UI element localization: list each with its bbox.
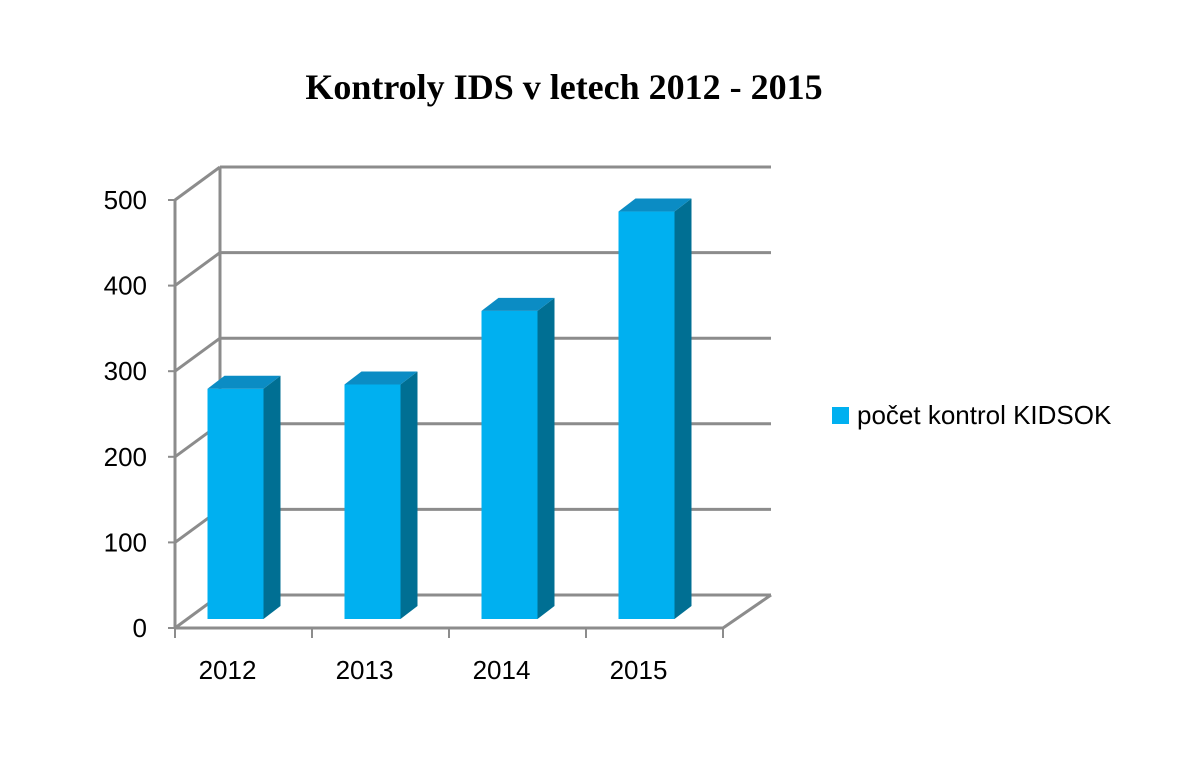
bars [207, 198, 692, 619]
bar-front [207, 388, 264, 619]
y-tick-label: 200 [104, 442, 147, 472]
x-tick-label: 2013 [336, 655, 394, 685]
y-tick-label: 500 [104, 185, 147, 215]
bar-side [674, 198, 692, 619]
bar-2014 [481, 297, 555, 619]
bar-top [618, 198, 692, 212]
x-tick-label: 2012 [199, 655, 257, 685]
bar-top [481, 297, 555, 311]
bar-side [400, 371, 418, 619]
bar-front [481, 310, 538, 619]
bar-top [207, 375, 281, 389]
y-tick-label: 0 [133, 613, 147, 643]
gridline-side [174, 165, 221, 202]
bar-2015 [618, 198, 692, 619]
bar-2013 [344, 371, 418, 619]
floor-edge [722, 593, 772, 630]
chart-title: Kontroly IDS v letech 2012 - 2015 [305, 67, 822, 107]
legend: počet kontrol KIDSOK [832, 400, 1112, 430]
legend-swatch [832, 407, 849, 424]
gridline-side [174, 336, 221, 373]
bar-side [537, 297, 555, 619]
bar-side [263, 375, 281, 619]
bar-front [344, 384, 401, 619]
y-tick-label: 300 [104, 356, 147, 386]
axes: 0 100 200 300 400 500 2012 2013 2014 2015 [104, 185, 772, 685]
gridline-side [174, 251, 221, 287]
bar-front [618, 211, 675, 619]
legend-label: počet kontrol KIDSOK [857, 400, 1112, 430]
bar-top [344, 371, 418, 385]
x-tick-label: 2015 [610, 655, 668, 685]
y-tick-label: 400 [104, 271, 147, 301]
y-tick-label: 100 [104, 527, 147, 557]
x-tick-label: 2014 [473, 655, 531, 685]
bar-2012 [207, 375, 281, 619]
